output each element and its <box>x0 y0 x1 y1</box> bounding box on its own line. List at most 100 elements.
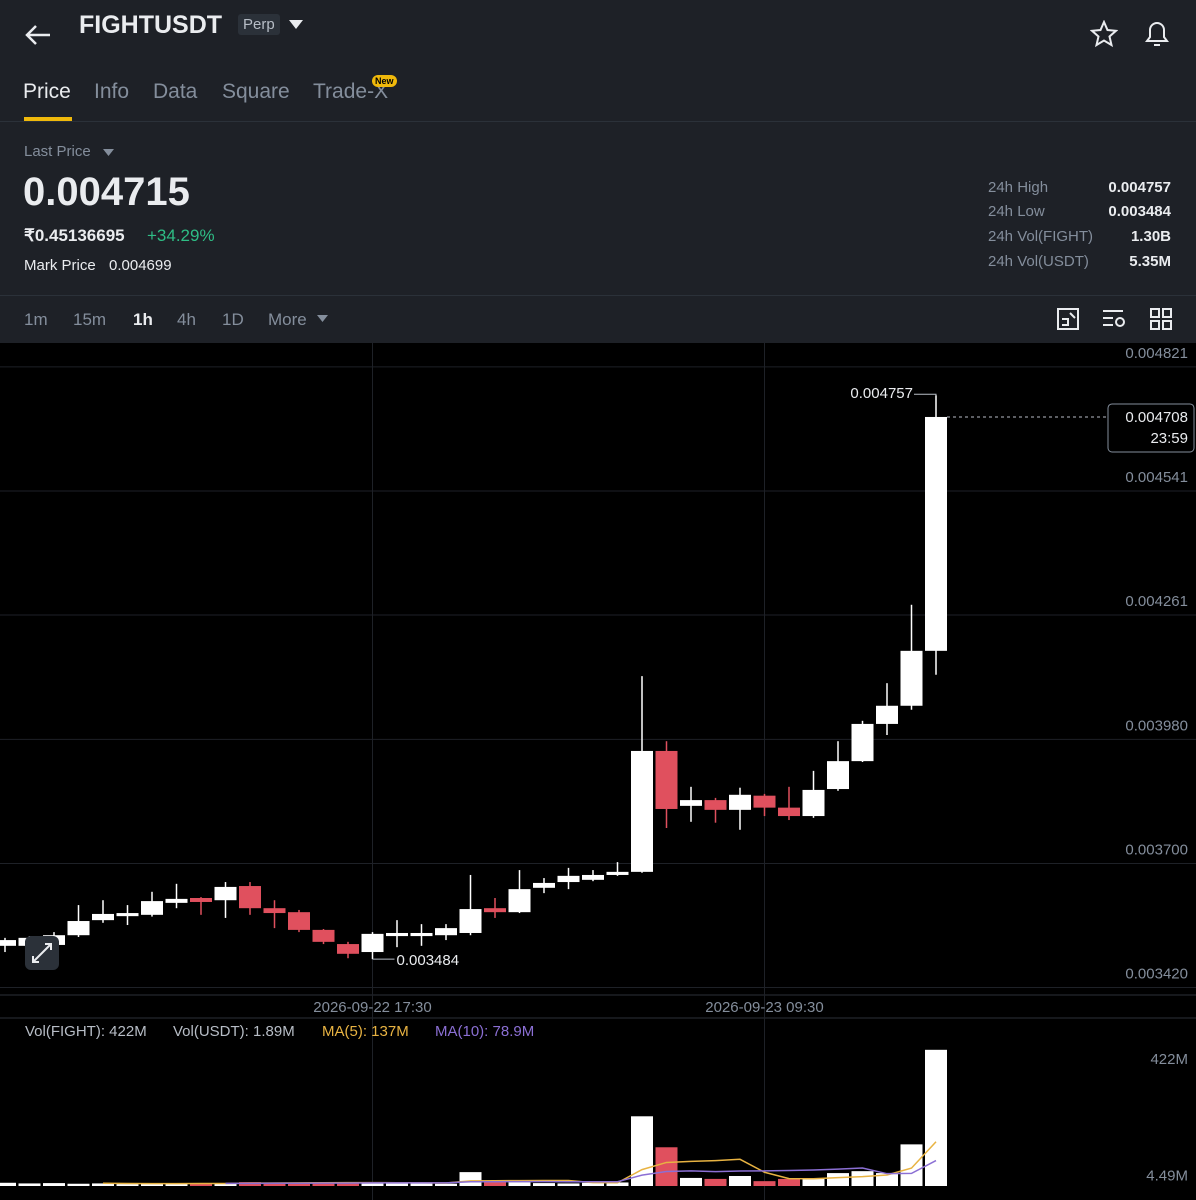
legend-entry: MA(10): 78.9M <box>435 1023 534 1040</box>
volume-bar <box>508 1182 531 1186</box>
last-price: 0.004715 <box>23 170 190 214</box>
volume-bar <box>827 1173 849 1186</box>
stat-label: 24h Low <box>988 203 1045 220</box>
candle-body <box>165 898 188 903</box>
candle-body <box>141 901 163 915</box>
candle-body <box>680 800 702 806</box>
y-tick-label: 422M <box>1150 1051 1188 1068</box>
y-tick-label: 4.49M <box>1146 1168 1188 1185</box>
interval[interactable]: 1h <box>133 310 153 329</box>
volume-bar <box>361 1182 384 1186</box>
volume-bar <box>557 1183 580 1186</box>
volume-bar <box>802 1178 825 1186</box>
tab[interactable]: Square <box>222 80 290 103</box>
interval[interactable]: 1D <box>222 310 244 329</box>
candle-body <box>312 929 335 942</box>
volume-bar <box>900 1144 923 1186</box>
candle-body <box>582 874 604 880</box>
candle-body <box>508 889 531 913</box>
candle-body <box>92 913 114 921</box>
volume-bar <box>386 1183 408 1186</box>
volume-bar <box>606 1182 629 1186</box>
candle-body <box>802 789 825 817</box>
layout-button[interactable] <box>1149 307 1173 331</box>
candle-body <box>925 416 947 651</box>
candle-body <box>729 794 751 810</box>
contract-badge: Perp <box>238 14 280 35</box>
legend-entry: MA(5): 137M <box>322 1023 409 1040</box>
candle-body <box>631 750 653 872</box>
high-marker-line <box>914 393 937 396</box>
ma-line <box>225 1159 937 1185</box>
countdown: 23:59 <box>1150 430 1188 447</box>
volume-bar <box>753 1181 776 1186</box>
tab[interactable]: Price <box>23 80 71 103</box>
volume-bar <box>533 1183 555 1186</box>
volume-bar <box>410 1183 433 1186</box>
candle-body <box>337 944 359 954</box>
volume-bar <box>778 1178 800 1186</box>
candle-body <box>557 875 580 883</box>
y-tick-label: 0.003700 <box>1125 841 1188 858</box>
y-tick-label: 0.004261 <box>1125 593 1188 610</box>
alert-button[interactable] <box>1143 18 1171 50</box>
volume-bar <box>876 1173 898 1186</box>
interval[interactable]: 4h <box>177 310 196 329</box>
mark-price: 0.004699 <box>109 257 172 274</box>
tab-indicator <box>24 117 72 121</box>
interval[interactable]: More <box>268 310 307 329</box>
divider <box>0 295 1196 296</box>
price-pane <box>0 343 1196 995</box>
stat-value: 5.35M <box>1129 253 1171 270</box>
tab[interactable]: Info <box>94 80 130 103</box>
candle-body <box>435 928 457 936</box>
tab[interactable]: Data <box>153 80 198 103</box>
volume-bar <box>655 1147 678 1186</box>
interval[interactable]: 15m <box>73 310 107 329</box>
volume-bar <box>141 1183 163 1186</box>
x-tick-label: 2026-09-22 17:30 <box>313 999 431 1016</box>
header-panel: FIGHTUSDT Perp Price Info Data Square Tr… <box>0 0 1196 343</box>
volume-bar <box>582 1182 604 1186</box>
stat-value: 0.004757 <box>1108 179 1171 196</box>
volume-bar <box>92 1183 114 1186</box>
y-tick-label: 0.003980 <box>1125 717 1188 734</box>
y-tick-label: 0.003420 <box>1125 965 1188 982</box>
volume-bar <box>190 1183 212 1186</box>
dropdown-icon <box>103 149 114 156</box>
volume-bar <box>435 1183 457 1186</box>
tab[interactable]: Trade-X <box>313 80 389 103</box>
stat-value: 1.30B <box>1130 228 1171 245</box>
candle-body <box>655 750 678 809</box>
candle-body <box>753 795 776 808</box>
candle-body <box>533 882 555 888</box>
candle-body <box>704 800 727 810</box>
volume-bar <box>18 1183 41 1186</box>
dropdown-icon <box>317 315 328 322</box>
symbol-dropdown[interactable] <box>289 20 303 30</box>
last-price-label[interactable]: Last Price <box>24 143 91 160</box>
last-price-box <box>1107 403 1195 453</box>
favorite-button[interactable] <box>1090 20 1118 48</box>
fullscreen-button[interactable] <box>1056 307 1080 331</box>
back-button[interactable] <box>24 22 52 48</box>
candle-body <box>288 912 310 930</box>
stat-label: 24h Vol(FIGHT) <box>988 228 1094 245</box>
stat-label: 24h Vol(USDT) <box>988 253 1089 270</box>
candle-body <box>190 897 212 902</box>
volume-bar <box>263 1182 286 1186</box>
candle-body <box>214 886 237 901</box>
candle-body <box>361 933 384 953</box>
candle-body <box>484 908 506 913</box>
settings-button[interactable] <box>1101 307 1127 331</box>
candle-body <box>67 921 90 936</box>
candle-body <box>410 932 433 937</box>
candle-body <box>778 807 800 817</box>
expand-icon <box>32 943 52 963</box>
volume-bar <box>484 1181 506 1186</box>
symbol[interactable]: FIGHTUSDT <box>79 11 223 39</box>
volume-bar <box>680 1177 702 1186</box>
volume-pane <box>0 1018 1196 1200</box>
interval[interactable]: 1m <box>24 310 48 329</box>
